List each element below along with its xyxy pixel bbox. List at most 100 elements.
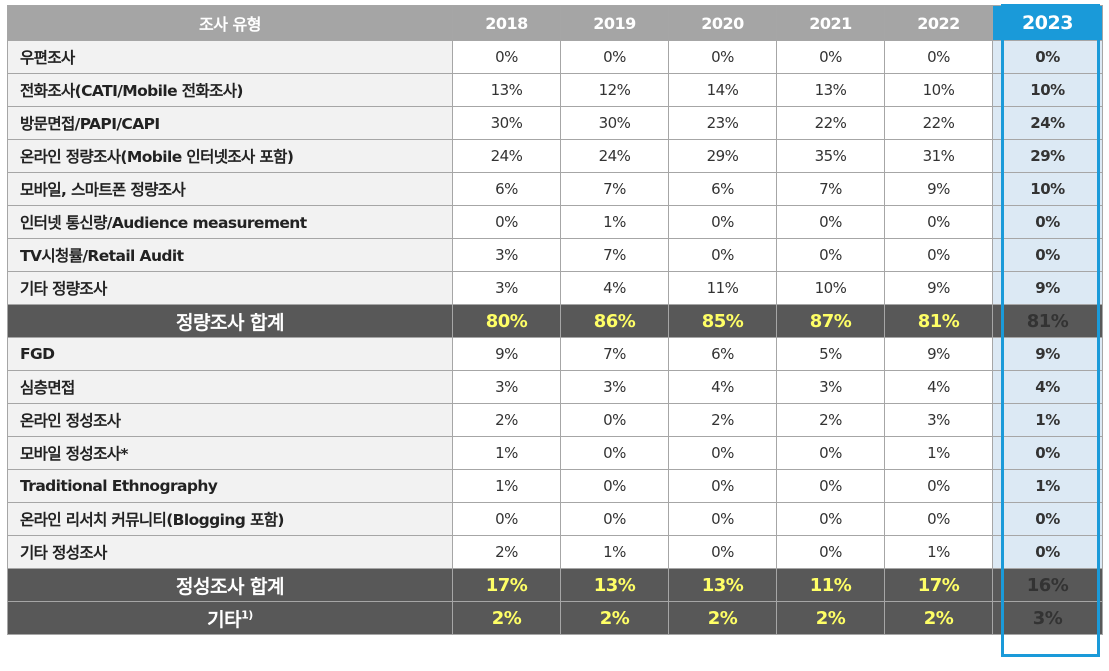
quantitative-row: 우편조사 0% 0% 0% 0% 0% 0% <box>7 40 1103 74</box>
value-cell-2022: 0% <box>884 502 993 536</box>
header-year-2022: 2022 <box>884 5 993 41</box>
value-cell-2021: 7% <box>776 172 885 206</box>
value-cell-2021: 0% <box>776 238 885 272</box>
value-cell-2020: 0% <box>668 40 777 74</box>
value-cell-2019: 12% <box>560 73 669 107</box>
row-label-text: Traditional Ethnography <box>20 477 218 495</box>
qualitative-row: FGD 9% 7% 6% 5% 9% 9% <box>7 337 1103 371</box>
value-cell-2023: 0% <box>992 238 1103 272</box>
row-label-text: 모바일, 스마트폰 정량조사 <box>20 181 186 199</box>
header-year-2019: 2019 <box>560 5 669 41</box>
value-cell-2022: 2% <box>884 601 993 635</box>
value-cell-2019: 13% <box>560 568 669 602</box>
header-year-2018: 2018 <box>452 5 561 41</box>
value-cell-2018: 1% <box>452 436 561 470</box>
value-cell-2020: 0% <box>668 436 777 470</box>
qualitative-total-row: 정성조사 합계 17% 13% 13% 11% 17% 16% <box>7 568 1103 602</box>
row-label: 방문면접/PAPI/CAPI <box>7 106 453 140</box>
value-cell-2023: 3% <box>992 601 1103 635</box>
value-cell-2022: 0% <box>884 40 993 74</box>
value-cell-2023: 24% <box>992 106 1103 140</box>
value-cell-2023: 0% <box>992 502 1103 536</box>
value-cell-2021: 5% <box>776 337 885 371</box>
row-label: 전화조사(CATI/Mobile 전화조사) <box>7 73 453 107</box>
quantitative-row: 인터넷 통신량/Audience measurement 0% 1% 0% 0% 0% 0% <box>7 205 1103 239</box>
value-cell-2019: 7% <box>560 337 669 371</box>
value-cell-2019: 7% <box>560 238 669 272</box>
row-label: 온라인 리서치 커뮤니티(Blogging 포함) <box>7 502 453 536</box>
quantitative-row: 모바일, 스마트폰 정량조사 6% 7% 6% 7% 9% 10% <box>7 172 1103 206</box>
value-cell-2020: 23% <box>668 106 777 140</box>
row-label-text: 정성조사 합계 <box>176 575 285 598</box>
value-cell-2020: 13% <box>668 568 777 602</box>
value-cell-2023: 4% <box>992 370 1103 404</box>
value-cell-2023: 1% <box>992 403 1103 437</box>
value-cell-2022: 0% <box>884 238 993 272</box>
row-label-text: 모바일 정성조사* <box>20 445 129 463</box>
value-cell-2022: 17% <box>884 568 993 602</box>
value-cell-2023: 16% <box>992 568 1103 602</box>
value-cell-2019: 4% <box>560 271 669 305</box>
value-cell-2018: 80% <box>452 304 561 338</box>
row-label: 온라인 정성조사 <box>7 403 453 437</box>
value-cell-2020: 0% <box>668 535 777 569</box>
header-row: 조사 유형 2018 2019 2020 2021 2022 2023 <box>7 5 1103 41</box>
row-label-text: 심층면접 <box>20 379 75 397</box>
value-cell-2022: 0% <box>884 205 993 239</box>
value-cell-2023: 9% <box>992 337 1103 371</box>
value-cell-2022: 0% <box>884 469 993 503</box>
value-cell-2018: 1% <box>452 469 561 503</box>
value-cell-2021: 87% <box>776 304 885 338</box>
row-label-text: 온라인 정성조사 <box>20 412 121 430</box>
value-cell-2018: 9% <box>452 337 561 371</box>
header-survey-type: 조사 유형 <box>7 5 453 41</box>
value-cell-2020: 2% <box>668 601 777 635</box>
value-cell-2021: 0% <box>776 469 885 503</box>
value-cell-2019: 7% <box>560 172 669 206</box>
value-cell-2021: 0% <box>776 502 885 536</box>
value-cell-2023: 81% <box>992 304 1103 338</box>
quantitative-row: 온라인 정량조사(Mobile 인터넷조사 포함) 24% 24% 29% 35% 31%… <box>7 139 1103 173</box>
row-label: 모바일, 스마트폰 정량조사 <box>7 172 453 206</box>
value-cell-2019: 86% <box>560 304 669 338</box>
value-cell-2020: 0% <box>668 238 777 272</box>
value-cell-2019: 0% <box>560 502 669 536</box>
value-cell-2022: 1% <box>884 535 993 569</box>
value-cell-2019: 24% <box>560 139 669 173</box>
value-cell-2020: 29% <box>668 139 777 173</box>
value-cell-2018: 24% <box>452 139 561 173</box>
qualitative-row: 온라인 정성조사 2% 0% 2% 2% 3% 1% <box>7 403 1103 437</box>
value-cell-2022: 9% <box>884 271 993 305</box>
value-cell-2023: 0% <box>992 436 1103 470</box>
value-cell-2022: 22% <box>884 106 993 140</box>
value-cell-2023: 1% <box>992 469 1103 503</box>
value-cell-2021: 13% <box>776 73 885 107</box>
other-total-row: 기타1) 2% 2% 2% 2% 2% 3% <box>7 601 1103 635</box>
qualitative-row: 모바일 정성조사* 1% 0% 0% 0% 1% 0% <box>7 436 1103 470</box>
row-label-text: 정량조사 합계 <box>176 311 285 334</box>
value-cell-2021: 2% <box>776 601 885 635</box>
value-cell-2023: 0% <box>992 205 1103 239</box>
header-year-2021: 2021 <box>776 5 885 41</box>
row-label: 기타 정성조사 <box>7 535 453 569</box>
value-cell-2023: 10% <box>992 172 1103 206</box>
value-cell-2019: 0% <box>560 403 669 437</box>
value-cell-2018: 3% <box>452 370 561 404</box>
value-cell-2021: 0% <box>776 436 885 470</box>
qualitative-row: 온라인 리서치 커뮤니티(Blogging 포함) 0% 0% 0% 0% 0% 0% <box>7 502 1103 536</box>
row-label: 온라인 정량조사(Mobile 인터넷조사 포함) <box>7 139 453 173</box>
value-cell-2018: 0% <box>452 205 561 239</box>
row-label-text: 기타 <box>207 608 242 631</box>
qualitative-row: Traditional Ethnography 1% 0% 0% 0% 0% 1% <box>7 469 1103 503</box>
value-cell-2022: 3% <box>884 403 993 437</box>
value-cell-2019: 0% <box>560 40 669 74</box>
qualitative-row: 심층면접 3% 3% 4% 3% 4% 4% <box>7 370 1103 404</box>
quantitative-total-row: 정량조사 합계 80% 86% 85% 87% 81% 81% <box>7 304 1103 338</box>
value-cell-2019: 30% <box>560 106 669 140</box>
row-label: Traditional Ethnography <box>7 469 453 503</box>
value-cell-2023: 29% <box>992 139 1103 173</box>
value-cell-2021: 0% <box>776 205 885 239</box>
row-label: 모바일 정성조사* <box>7 436 453 470</box>
value-cell-2023: 0% <box>992 40 1103 74</box>
value-cell-2023: 0% <box>992 535 1103 569</box>
